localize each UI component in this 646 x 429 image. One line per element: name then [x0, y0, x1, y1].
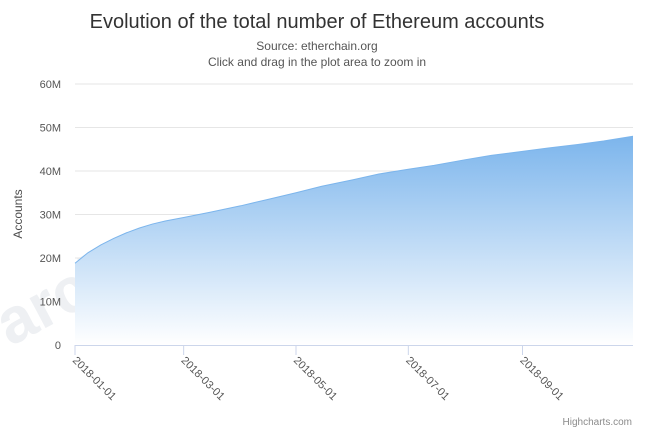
x-tick-label: 2018-09-01	[517, 355, 565, 403]
y-tick-label: 50M	[40, 123, 61, 135]
y-tick-label: 0	[55, 340, 61, 352]
x-tick-label: 2018-05-01	[291, 355, 339, 403]
x-tick-label: 2018-03-01	[179, 355, 227, 403]
x-axis: 2018-01-01 2018-03-01 2018-05-01 2018-07-01…	[70, 345, 633, 403]
y-tick-label: 60M	[40, 79, 61, 91]
chart-subtitle-source: Source: etherchain.org	[256, 39, 377, 53]
y-tick-label: 10M	[40, 297, 61, 309]
series-line	[74, 135, 634, 264]
chart-subtitle-hint: Click and drag in the plot area to zoom …	[208, 55, 426, 69]
y-axis-title: Accounts	[11, 189, 25, 238]
x-tick-label: 2018-01-01	[70, 355, 118, 403]
x-tick-label: 2018-07-01	[403, 355, 451, 403]
y-axis-tick-labels: 0 10M 20M 30M 40M 50M 60M	[40, 79, 61, 352]
y-tick-label: 20M	[40, 253, 61, 265]
area-fill	[75, 136, 633, 345]
chart-title: Evolution of the total number of Ethereu…	[90, 11, 545, 33]
y-tick-label: 40M	[40, 166, 61, 178]
credits-link[interactable]: Highcharts.com	[563, 417, 632, 428]
y-tick-label: 30M	[40, 210, 61, 222]
